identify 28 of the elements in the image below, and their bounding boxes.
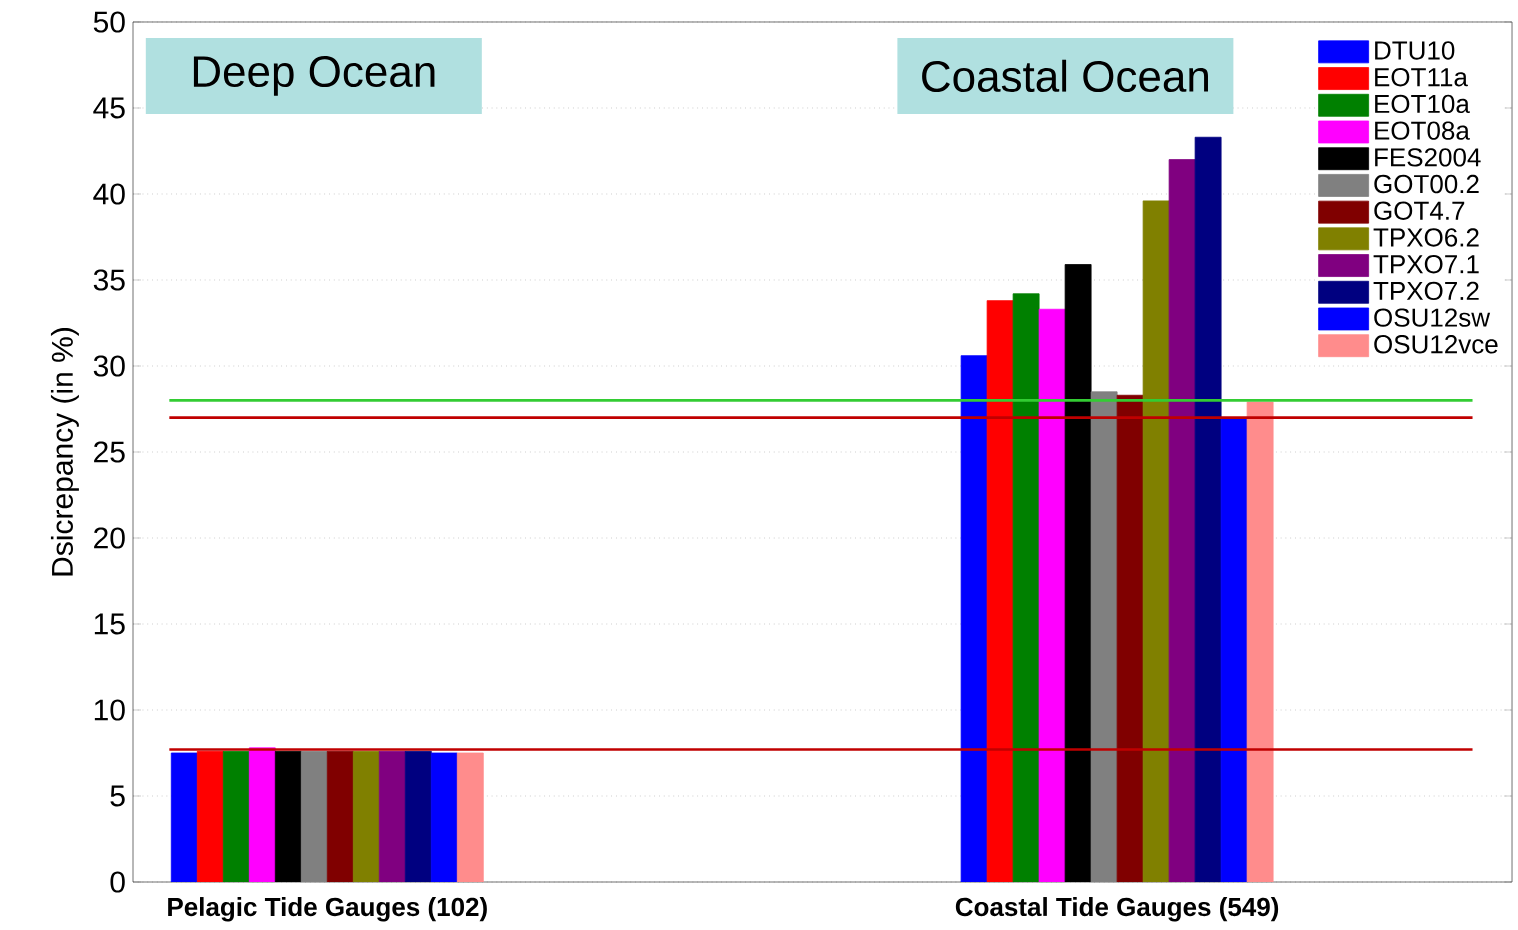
legend-label: GOT00.2 [1374, 174, 1479, 194]
legend-label: TPXO6.2 [1373, 228, 1479, 247]
y-tick-label: 35 [93, 269, 125, 291]
legend-label: OSU12vce [1374, 335, 1498, 354]
legend-label: DTU10 [1375, 41, 1455, 60]
y-tick-label: 20 [94, 527, 125, 549]
annotation: Coastal Ocean [922, 59, 1208, 93]
y-axis-title: Dsicrepancy (in %) [50, 328, 79, 576]
y-tick-label: 40 [93, 183, 125, 205]
y-tick-label: 5 [110, 785, 125, 807]
y-tick-label: 45 [93, 97, 125, 119]
y-tick-label: 30 [93, 355, 125, 377]
x-tick-label: Coastal Tide Gauges (549) [955, 897, 1279, 922]
y-tick-label: 25 [94, 441, 125, 463]
legend-label: TPXO7.2 [1373, 281, 1479, 301]
y-tick-label: 15 [94, 613, 125, 635]
y-tick-label: 0 [110, 871, 125, 893]
legend-label: EOT11a [1375, 67, 1468, 87]
legend-label: OSU12sw [1374, 308, 1491, 327]
legend-label: GOT4.7 [1374, 201, 1465, 220]
y-tick-label: 10 [94, 699, 125, 721]
legend-label: TPXO7.1 [1373, 254, 1479, 274]
annotation: Deep Ocean [193, 55, 435, 96]
y-tick-label: 50 [93, 11, 125, 33]
legend-label: FES2004 [1375, 148, 1481, 167]
legend-label: EOT08a [1375, 121, 1470, 140]
x-tick-label: Pelagic Tide Gauges (102) [168, 897, 487, 922]
legend-label: EOT10a [1375, 94, 1470, 114]
